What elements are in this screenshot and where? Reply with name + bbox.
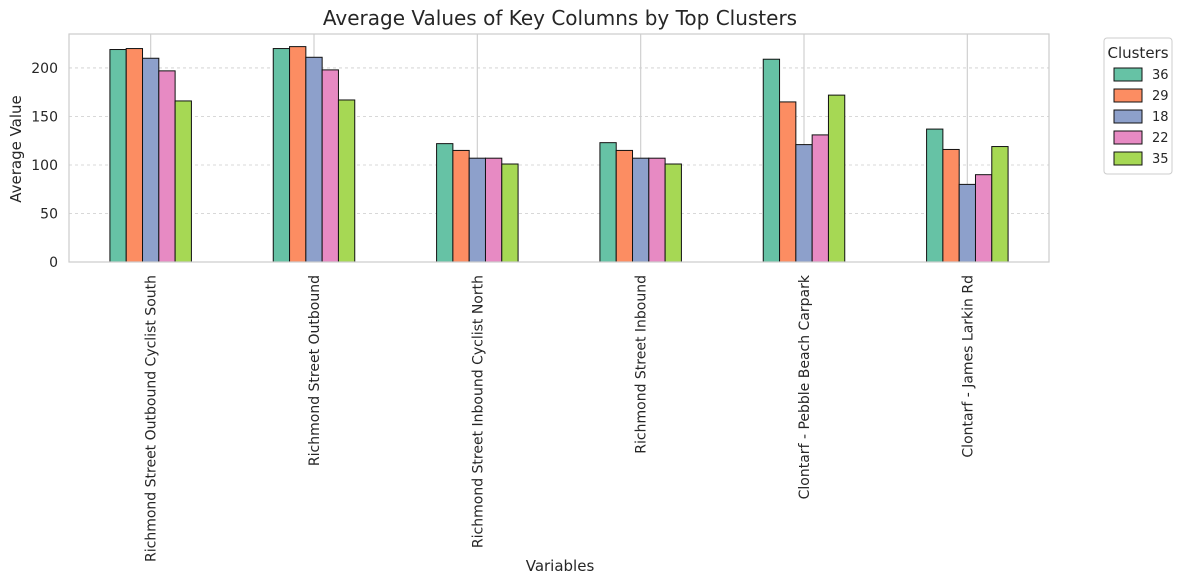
y-tick-label: 50 [40, 206, 58, 222]
legend-label: 29 [1152, 89, 1169, 104]
bar [926, 128, 944, 263]
bar [452, 149, 470, 263]
bar [664, 163, 682, 263]
bar [648, 157, 666, 263]
legend-title: Clusters [1107, 44, 1168, 62]
bar [142, 57, 160, 263]
bar [991, 146, 1009, 263]
bar [762, 58, 781, 263]
bar [436, 143, 454, 263]
bar [811, 134, 829, 263]
y-axis-label: Average Value [7, 95, 25, 203]
plot-frame [68, 33, 1050, 263]
bar [272, 48, 291, 263]
legend-label: 36 [1152, 68, 1169, 83]
x-tick-label: Richmond Street Inbound [634, 275, 650, 454]
legend-swatch [1113, 151, 1143, 166]
x-tick-label: Richmond Street Outbound [307, 275, 323, 466]
y-axis-ticks: 0 50 100 150 200 [31, 61, 58, 271]
legend-swatch [1113, 109, 1143, 124]
y-tick-label: 200 [31, 61, 58, 77]
chart-title: Average Values of Key Columns by Top Clu… [323, 6, 797, 30]
bar [501, 163, 519, 263]
bar [615, 149, 634, 263]
bar [109, 49, 127, 263]
bar [158, 70, 176, 263]
x-tick-label: Clontarf - Pebble Beach Carpark [797, 274, 813, 499]
legend-label: 18 [1152, 110, 1169, 125]
y-tick-label: 100 [31, 158, 58, 174]
x-tick-label: Richmond Street Outbound Cyclist South [144, 275, 160, 562]
legend-swatch [1113, 130, 1143, 145]
bar [942, 148, 960, 263]
bar [974, 174, 993, 263]
bar [958, 183, 976, 263]
bar [321, 69, 339, 263]
bar [599, 142, 617, 263]
y-tick-label: 0 [49, 255, 58, 271]
x-axis-ticks: Richmond Street Outbound Cyclist South Ri… [144, 274, 977, 562]
bar [484, 157, 503, 263]
bar [795, 144, 813, 263]
legend-label: 22 [1152, 131, 1169, 146]
bars [109, 46, 1009, 263]
x-tick-label: Richmond Street Inbound Cyclist North [470, 275, 486, 548]
legend-swatch [1113, 88, 1143, 103]
x-tick-label: Clontarf - James Larkin Rd [960, 275, 976, 458]
bar [125, 48, 144, 263]
bar [337, 99, 356, 263]
x-axis-label: Variables [526, 557, 595, 575]
bar [779, 101, 797, 263]
legend: Clusters 36 29 18 22 35 [1103, 37, 1173, 175]
bar [632, 157, 650, 263]
bar [305, 56, 323, 263]
bar [468, 157, 486, 263]
y-tick-label: 150 [31, 109, 58, 125]
bar [289, 46, 307, 263]
bar [827, 94, 846, 263]
grid [69, 34, 1049, 262]
legend-label: 35 [1152, 152, 1169, 167]
bar [174, 100, 192, 263]
legend-swatch [1113, 67, 1143, 82]
